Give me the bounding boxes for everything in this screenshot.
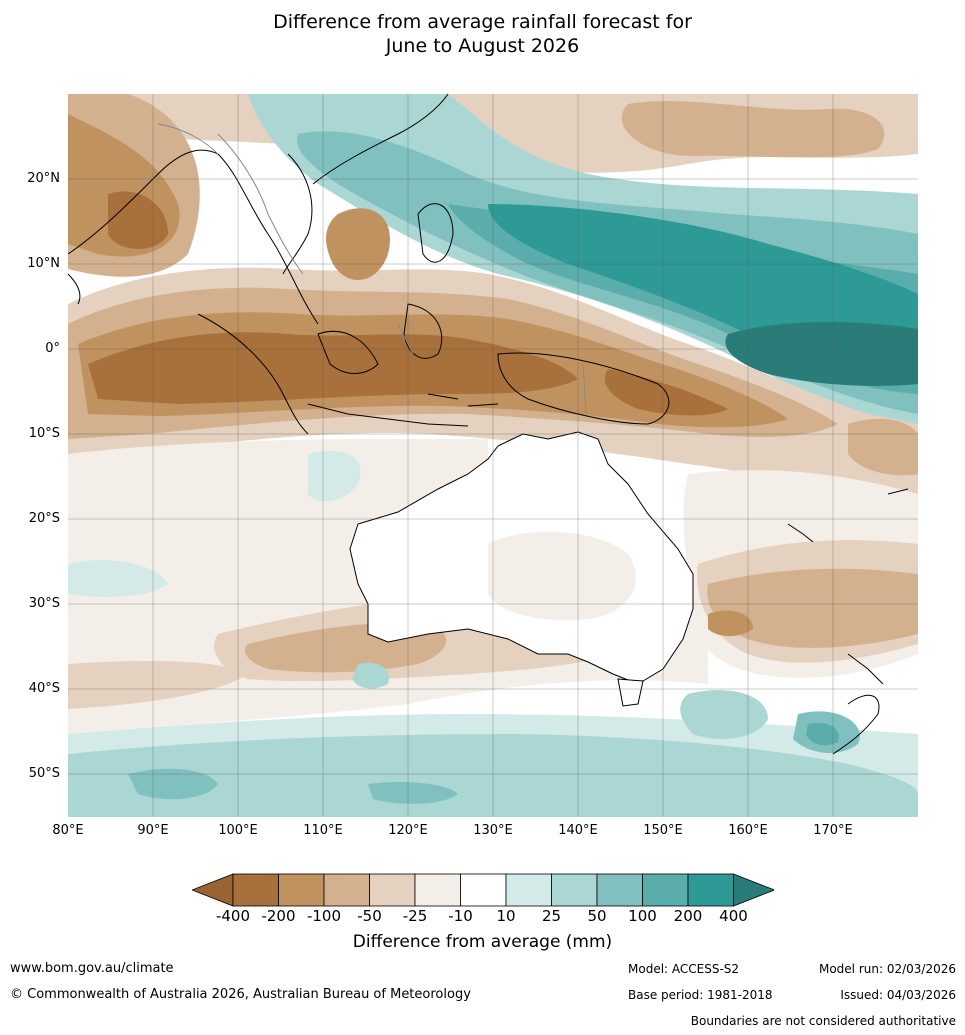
footer-website[interactable]: www.bom.gov.au/climate [10, 961, 174, 976]
lon-label: 90°E [137, 823, 169, 838]
footer-copyright: © Commonwealth of Australia 2026, Austra… [10, 987, 471, 1002]
coastlines [68, 94, 909, 755]
map-title: Difference from average rainfall forecas… [0, 10, 965, 58]
colorbar-tick-label: 50 [587, 907, 607, 925]
lon-label: 150°E [643, 823, 683, 838]
colorbar-tick-label: 100 [628, 907, 657, 925]
lon-label: 120°E [388, 823, 428, 838]
lon-label: 170°E [813, 823, 853, 838]
footer-model: Model: ACCESS-S2 [628, 962, 740, 976]
lat-label: 40°S [28, 681, 60, 697]
australia-landmass [349, 431, 694, 707]
colorbar-tick-label: -400 [215, 907, 251, 925]
rainfall-map [68, 94, 918, 817]
lon-label: 110°E [303, 823, 343, 838]
colorbar-segment [505, 873, 552, 907]
colorbar-tick-label: -25 [402, 907, 428, 925]
colorbar-segment [369, 873, 416, 907]
colorbar-label: Difference from average (mm) [352, 932, 613, 952]
colorbar-tick-label: -100 [306, 907, 342, 925]
colorbar-extend-high [733, 873, 776, 907]
colorbar-segment [323, 873, 370, 907]
colorbar-segment [642, 873, 689, 907]
lat-label: 50°S [28, 766, 60, 782]
lat-label: 30°S [28, 596, 60, 612]
lat-label: 0° [45, 341, 60, 357]
colorbar-tick-label: 25 [541, 907, 562, 925]
footer-base-period: Base period: 1981-2018 [628, 988, 773, 1002]
lon-label: 100°E [218, 823, 258, 838]
lat-label: 20°N [27, 171, 60, 187]
colorbar-segment [687, 873, 734, 907]
colorbar-segment [551, 873, 598, 907]
lon-label: 160°E [728, 823, 768, 838]
colorbar-segment [414, 873, 461, 907]
lat-label: 10°S [28, 426, 60, 442]
colorbar-segment [596, 873, 643, 907]
lat-label: 10°N [27, 256, 60, 272]
colorbar-extend-low [190, 873, 234, 907]
lon-label: 130°E [473, 823, 513, 838]
title-line-1: Difference from average rainfall forecas… [273, 11, 692, 33]
colorbar-segment [232, 873, 279, 907]
colorbar-segment [460, 873, 507, 907]
footer-boundaries-note: Boundaries are not considered authoritat… [690, 1014, 956, 1028]
colorbar [190, 873, 776, 911]
colorbar-tick-label: -10 [448, 907, 473, 925]
lon-label: 80°E [52, 823, 84, 838]
footer-model-run: Model run: 02/03/2026 [818, 962, 956, 976]
lat-label: 20°S [28, 511, 60, 527]
colorbar-tick-label: -50 [357, 907, 382, 925]
colorbar-tick-label: 10 [496, 907, 516, 925]
graticule [68, 94, 918, 817]
lon-label: 140°E [558, 823, 598, 838]
colorbar-tick-label: 400 [719, 907, 748, 925]
colorbar-tick-label: 200 [673, 907, 703, 925]
colorbar-segment [278, 873, 325, 907]
footer-issued: Issued: 04/03/2026 [840, 988, 956, 1002]
colorbar-tick-label: -200 [261, 907, 296, 925]
title-line-2: June to August 2026 [385, 35, 580, 57]
anomaly-band-tasman-dry [683, 418, 918, 678]
